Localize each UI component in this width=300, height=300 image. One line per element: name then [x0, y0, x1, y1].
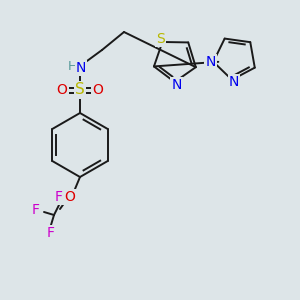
Text: S: S — [75, 82, 85, 98]
Text: N: N — [205, 55, 215, 69]
Text: O: O — [64, 190, 75, 204]
Text: S: S — [156, 32, 165, 46]
Text: F: F — [47, 226, 55, 240]
Text: H: H — [67, 61, 77, 74]
Text: O: O — [57, 83, 68, 97]
Text: F: F — [32, 203, 40, 217]
Text: O: O — [93, 83, 104, 97]
Text: N: N — [171, 78, 182, 92]
Text: F: F — [55, 190, 63, 204]
Text: N: N — [76, 61, 86, 75]
Text: N: N — [229, 75, 239, 89]
